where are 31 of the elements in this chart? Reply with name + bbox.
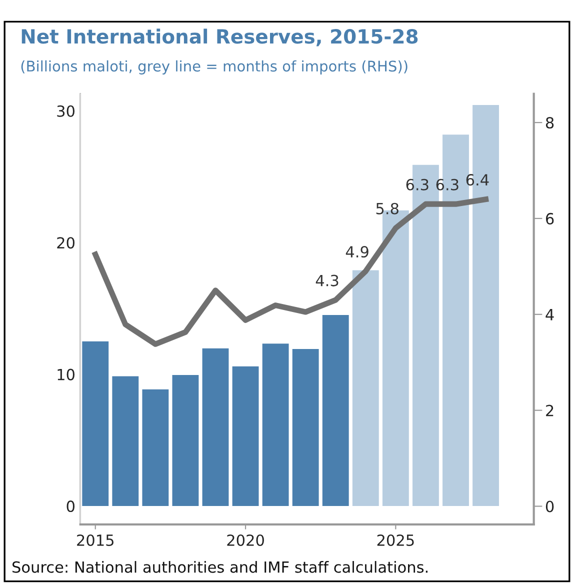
data-label: 6.4	[466, 174, 489, 186]
bar	[262, 344, 289, 506]
source-note: Source: National authorities and IMF staff calculations.	[12, 561, 428, 573]
y2-tick-label: 0	[546, 500, 554, 512]
bar	[292, 349, 319, 506]
data-label: 4.3	[316, 274, 338, 286]
bar	[232, 366, 259, 506]
x-tick-label: 2025	[377, 534, 414, 546]
data-label: 6.3	[406, 178, 428, 190]
data-label: 6.3	[436, 178, 458, 190]
y2-tick-label: 6	[546, 212, 554, 224]
bar	[82, 341, 109, 506]
bar	[142, 389, 169, 506]
bar	[322, 315, 349, 506]
y-tick-label: 20	[57, 237, 74, 249]
data-label: 5.8	[376, 202, 398, 214]
y-tick-label: 0	[66, 500, 74, 512]
chart-title: Net International Reserves, 2015-28	[22, 28, 418, 46]
x-tick-label: 2015	[77, 534, 114, 546]
chart-subtitle: (Billions maloti, grey line = months of imports (RHS))	[21, 60, 408, 74]
y2-tick-label: 8	[546, 117, 554, 129]
y-tick-label: 10	[58, 368, 74, 380]
y2-tick-label: 2	[546, 404, 554, 416]
bar	[202, 348, 229, 506]
y2-tick-label: 4	[546, 309, 554, 320]
y-tick-label: 30	[57, 105, 74, 117]
data-label: 4.9	[346, 246, 368, 258]
bar	[352, 270, 379, 506]
bar	[172, 374, 199, 506]
x-tick-label: 2020	[227, 534, 264, 546]
bar	[112, 376, 139, 506]
